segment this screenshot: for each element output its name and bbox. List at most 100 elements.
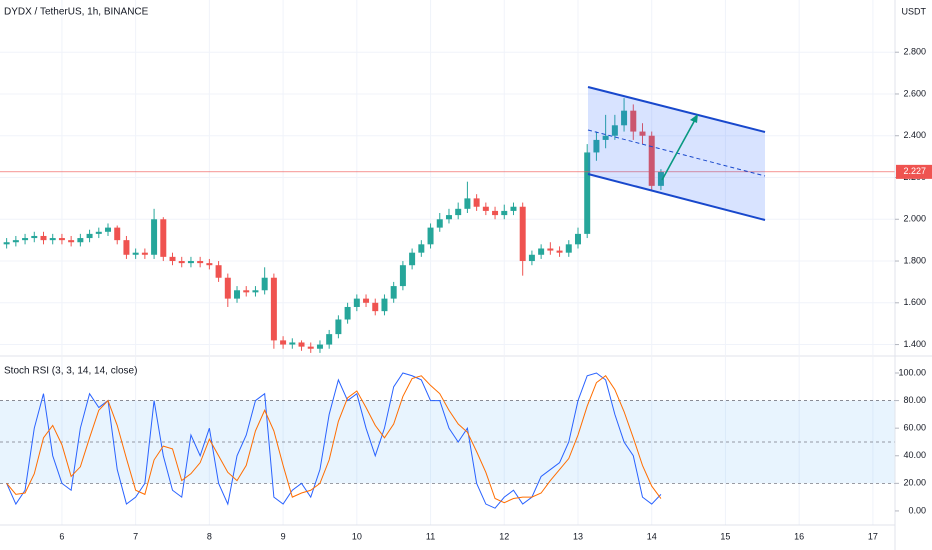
x-tick-label: 11	[426, 531, 435, 541]
candle-body	[528, 254, 535, 262]
candle-body	[316, 344, 323, 349]
x-tick-label: 14	[647, 531, 657, 541]
candle-body	[657, 171, 664, 186]
y-tick-label: 80.00	[903, 395, 926, 405]
candle-body	[390, 286, 397, 299]
candle-body	[243, 290, 250, 293]
candle-body	[261, 277, 268, 291]
candle-body	[455, 208, 462, 216]
candle-body	[482, 206, 489, 211]
candle-body	[206, 263, 213, 266]
candle-body	[344, 306, 351, 320]
candle-body	[381, 298, 388, 312]
candle-body	[105, 227, 111, 232]
candle-body	[464, 198, 471, 209]
channel-top	[587, 86, 766, 133]
candle-body	[224, 277, 231, 299]
candle-body	[639, 131, 646, 136]
candle-body	[160, 219, 167, 257]
candle-body	[621, 110, 628, 126]
candle-body	[538, 248, 545, 255]
marks	[0, 98, 895, 509]
candle-body	[565, 244, 572, 253]
candle-body	[363, 298, 370, 303]
last-price-box	[896, 164, 932, 179]
candle-body	[519, 206, 526, 262]
x-tick-label: 16	[794, 531, 804, 541]
candle-body	[289, 342, 296, 345]
candle-body	[630, 110, 637, 132]
candle-body	[648, 135, 655, 186]
candle-body	[556, 250, 563, 253]
candle-body	[58, 238, 65, 241]
candle-body	[95, 231, 102, 234]
candle-body	[501, 210, 508, 216]
candle-body	[151, 219, 158, 255]
series-line	[6, 375, 662, 504]
y-tick-label: 0.00	[908, 505, 926, 515]
y-tick-label: 1.800	[903, 255, 926, 265]
y-tick-label: 2.000	[903, 214, 926, 224]
candle-body	[326, 334, 333, 345]
y-tick-label: 40.00	[903, 450, 926, 460]
candle-body	[593, 139, 600, 153]
x-tick-label: 10	[352, 531, 362, 541]
chart-title: DYDX / TetherUS, 1h, BINANCE	[4, 7, 149, 18]
candle-body	[68, 240, 75, 243]
y-tick-label: 60.00	[903, 423, 926, 433]
candle-body	[372, 302, 379, 312]
arrow	[661, 117, 697, 181]
candle-body	[187, 261, 194, 264]
y-tick-label: 1.600	[903, 297, 926, 307]
x-tick-label: 9	[281, 531, 286, 541]
y-tick-label: 1.400	[903, 339, 926, 349]
candle-body	[445, 215, 452, 220]
x-tick-label: 13	[573, 531, 583, 541]
candle-body	[307, 346, 314, 349]
candle-body	[492, 210, 499, 216]
candle-body	[234, 290, 241, 299]
candle-body	[353, 298, 360, 307]
x-tick-label: 7	[133, 531, 138, 541]
y-tick-label: 2.600	[903, 88, 926, 98]
candle-body	[611, 125, 618, 136]
candle-body	[12, 240, 19, 243]
candle-body	[31, 235, 38, 239]
candle-body	[86, 233, 93, 239]
candle-body	[602, 135, 609, 140]
arrow-head	[690, 114, 698, 123]
y-tick-label: 2.800	[903, 47, 926, 57]
candle-body	[132, 252, 139, 255]
y-tick-label: 100.00	[898, 367, 926, 377]
x-tick-label: 8	[207, 531, 212, 541]
candle-body	[418, 244, 425, 253]
candle-body	[436, 219, 443, 228]
candle-body	[280, 340, 287, 345]
grid	[0, 0, 895, 525]
candle-body	[427, 227, 434, 245]
unit-label: USDT	[902, 6, 927, 16]
y-tick-label: 20.00	[903, 478, 926, 488]
candle-body	[298, 342, 305, 347]
candle-body	[215, 265, 222, 278]
candle-body	[77, 238, 84, 243]
candle-body	[141, 252, 148, 255]
x-tick-label: 12	[499, 531, 509, 541]
candle-body	[409, 252, 416, 266]
candle-body	[123, 240, 130, 255]
candle-body	[473, 198, 480, 207]
x-tick-label: 17	[868, 531, 878, 541]
y-tick-label: 2.400	[903, 130, 926, 140]
series-line	[6, 372, 662, 509]
candle-body	[510, 206, 517, 211]
candle-body	[399, 265, 406, 287]
candle-body	[252, 290, 259, 293]
candle-body	[3, 242, 10, 245]
channel-bottom	[587, 173, 766, 221]
candle-body	[547, 248, 554, 251]
x-tick-label: 6	[59, 531, 64, 541]
candle-body	[169, 256, 176, 262]
candle-body	[270, 277, 277, 341]
x-tick-label: 15	[720, 531, 730, 541]
